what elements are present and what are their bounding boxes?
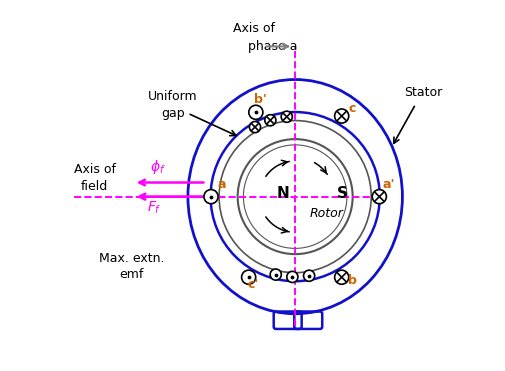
Circle shape xyxy=(287,271,298,282)
Text: $F_f$: $F_f$ xyxy=(147,200,162,216)
Text: c': c' xyxy=(247,278,259,291)
Text: b': b' xyxy=(254,93,267,106)
Text: gap: gap xyxy=(161,107,184,120)
Circle shape xyxy=(249,105,263,119)
Text: a: a xyxy=(218,178,226,191)
Text: emf: emf xyxy=(120,267,144,280)
Circle shape xyxy=(335,270,349,284)
Circle shape xyxy=(372,190,386,204)
Circle shape xyxy=(270,269,281,280)
Circle shape xyxy=(241,270,256,284)
Text: field: field xyxy=(81,180,109,193)
Text: Rotor: Rotor xyxy=(309,207,343,220)
Text: N: N xyxy=(277,186,290,201)
Text: Max. extn.: Max. extn. xyxy=(99,252,165,265)
Text: Axis of: Axis of xyxy=(233,22,275,35)
Text: b: b xyxy=(348,274,357,287)
Text: Uniform: Uniform xyxy=(148,90,197,103)
Text: Stator: Stator xyxy=(404,86,442,99)
Text: $\phi_f$: $\phi_f$ xyxy=(150,158,166,176)
Circle shape xyxy=(265,115,276,126)
Text: a': a' xyxy=(382,178,395,191)
Text: Axis of: Axis of xyxy=(74,162,116,175)
Text: phase a: phase a xyxy=(248,40,297,53)
Circle shape xyxy=(204,190,218,204)
Text: c: c xyxy=(348,102,356,115)
Circle shape xyxy=(249,122,261,133)
Circle shape xyxy=(335,109,349,123)
Circle shape xyxy=(281,111,292,122)
Text: S: S xyxy=(337,186,348,201)
Circle shape xyxy=(304,270,315,281)
